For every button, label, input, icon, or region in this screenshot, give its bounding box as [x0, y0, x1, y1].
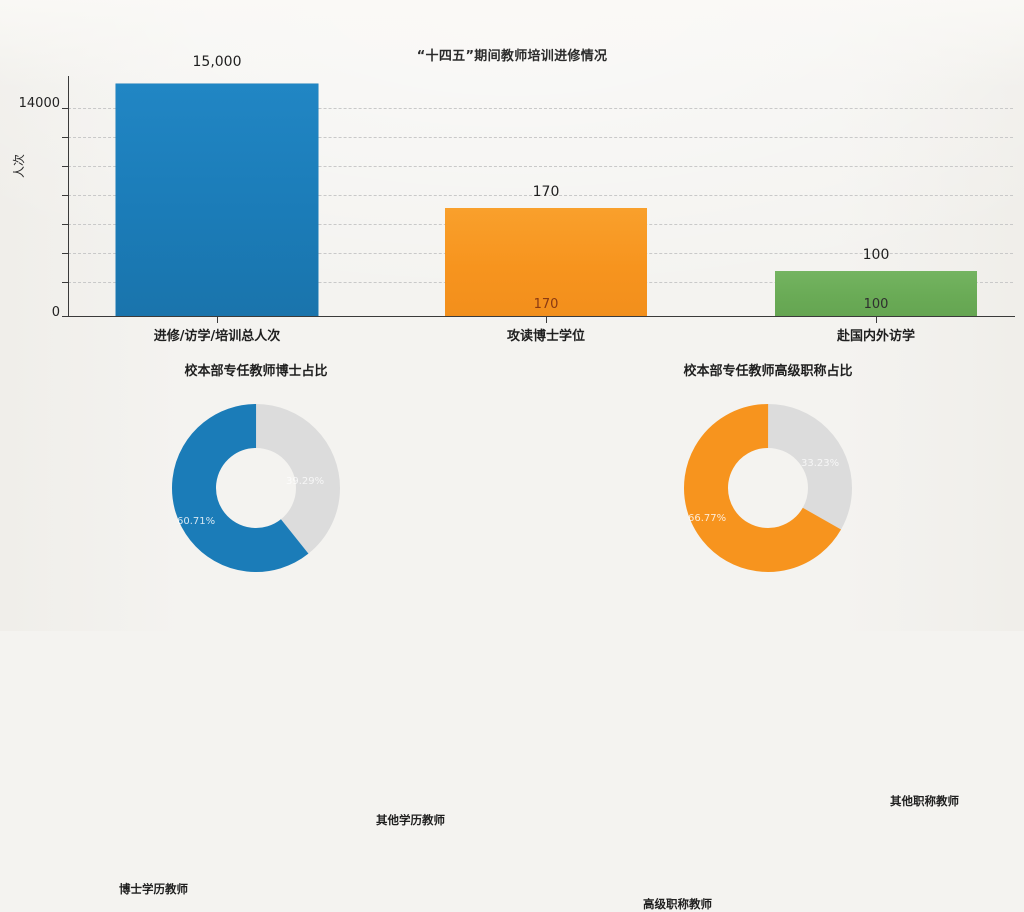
gridline — [68, 195, 1013, 196]
bar-rect-doctoral-degree[interactable] — [445, 208, 647, 316]
donut-chart-senior-title: 校本部专任教师高级职称占比 33.23% 66.77% 其他职称教师 高级职称教… — [512, 350, 1024, 911]
y-axis-tick — [62, 195, 69, 196]
x-axis-category-label: 攻读博士学位 — [506, 329, 585, 344]
bar-value-inner-label: 170 — [533, 297, 559, 312]
donut-svg — [683, 403, 852, 572]
bar-value-label: 15,000 — [192, 54, 242, 70]
y-axis-tick — [62, 253, 69, 254]
y-axis-tick-label: 14000 — [18, 96, 60, 111]
donut-outer-label-other: 其他学历教师 — [376, 813, 445, 827]
bar-rect-total-training[interactable] — [116, 84, 318, 316]
donut-slice-percent-other: 33.23% — [801, 458, 840, 469]
x-axis-tick — [546, 316, 547, 323]
y-axis-tick — [62, 224, 69, 225]
gridline — [68, 108, 1013, 109]
donut-graphic: 39.29% 60.71% — [156, 388, 356, 588]
donut-outer-label-doctoral: 博士学历教师 — [119, 882, 188, 896]
donut-slice-senior[interactable] — [683, 403, 852, 572]
bar-value-label: 170 — [532, 184, 560, 200]
donut-title: 校本部专任教师高级职称占比 — [683, 364, 853, 379]
bar-value-inner-label: 100 — [863, 297, 889, 312]
donut-slice-percent-doctoral: 60.71% — [177, 516, 216, 527]
x-axis-category-label: 赴国内外访学 — [836, 329, 915, 344]
donut-outer-label-other: 其他职称教师 — [890, 794, 959, 808]
y-axis-tick-label: 0 — [51, 305, 60, 320]
y-axis-tick — [62, 282, 69, 283]
bar-item[interactable]: 15,000 — [116, 54, 318, 316]
bar-value-label: 100 — [862, 247, 890, 263]
donut-chart-doctoral: 校本部专任教师博士占比 39.29% 60.71% 其他学历教师 博士学历教师 — [0, 350, 512, 896]
y-axis-tick — [62, 166, 69, 167]
donut-graphic: 33.23% 66.77% — [668, 388, 868, 588]
bar-chart-title: “十四五”期间教师培训进修情况 — [416, 49, 608, 64]
y-axis-tick — [62, 108, 69, 109]
x-axis-tick — [876, 316, 877, 323]
y-axis-tick — [62, 137, 69, 138]
donut-title: 校本部专任教师博士占比 — [184, 364, 328, 379]
bar-rect-visiting-scholar[interactable] — [775, 271, 977, 316]
y-axis-line — [68, 76, 69, 317]
y-axis-tick — [62, 316, 69, 317]
bar-item[interactable]: 100 100 — [775, 78, 977, 316]
bar-chart-y-axis-label: 人次 — [12, 153, 26, 178]
bar-chart: “十四五”期间教师培训进修情况 人次 15,000 170 170 100 10… — [0, 0, 1024, 345]
x-axis-category-label: 进修/访学/培训总人次 — [153, 329, 281, 344]
donut-slice-percent-senior: 66.77% — [688, 513, 727, 524]
gridline — [68, 137, 1013, 138]
bar-item[interactable]: 170 170 — [445, 78, 647, 316]
gridline — [68, 166, 1013, 167]
donut-outer-label-senior: 高级职称教师 — [643, 897, 712, 911]
x-axis-tick — [217, 316, 218, 323]
donut-slice-doctoral[interactable] — [169, 401, 343, 575]
bar-chart-plot-area: 15,000 170 170 100 100 — [68, 54, 1013, 316]
donut-svg — [169, 401, 343, 575]
donut-slice-percent-other: 39.29% — [286, 476, 325, 487]
x-axis-line — [68, 316, 1015, 317]
